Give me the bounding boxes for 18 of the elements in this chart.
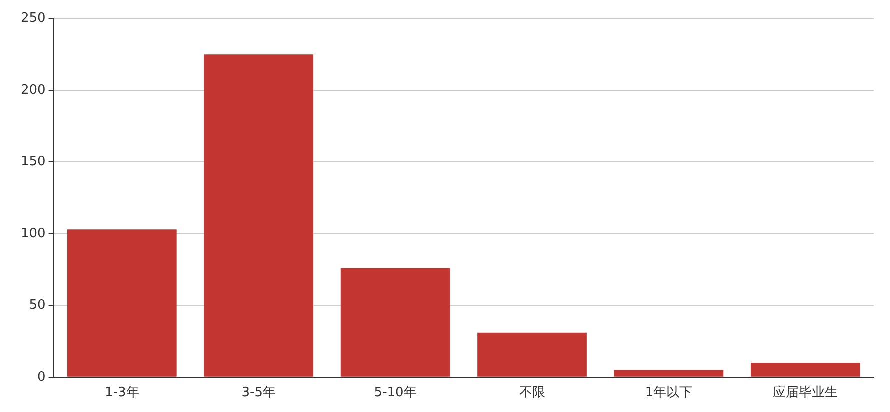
bar	[204, 54, 314, 377]
bar	[340, 268, 450, 377]
x-tick-label: 1年以下	[645, 386, 693, 401]
bar	[750, 363, 860, 377]
y-tick-label: 150	[20, 154, 46, 170]
y-tick-label: 50	[29, 298, 46, 314]
bar	[478, 332, 587, 377]
x-tick-label: 1-3年	[105, 386, 140, 401]
x-tick-label: 3-5年	[242, 386, 276, 401]
bar	[67, 230, 177, 377]
x-tick-label: 5-10年	[374, 386, 417, 401]
x-tick-label: 应届毕业生	[773, 384, 838, 401]
x-tick-label: 不限	[519, 386, 546, 401]
y-tick-label: 100	[20, 226, 46, 242]
bar	[614, 370, 724, 377]
y-tick-label: 250	[20, 11, 46, 26]
y-tick-label: 0	[38, 370, 46, 385]
y-tick-label: 200	[20, 82, 46, 98]
